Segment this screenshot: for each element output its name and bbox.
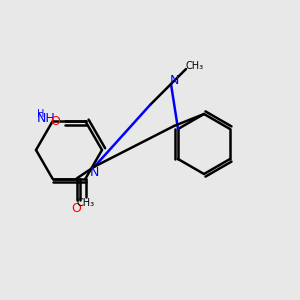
Text: O: O [51,115,60,128]
Text: CH₃: CH₃ [76,198,94,208]
Text: N: N [169,74,179,88]
Text: NH: NH [37,112,56,125]
Text: N: N [90,166,99,179]
Text: H: H [37,109,44,119]
Text: CH₃: CH₃ [186,61,204,71]
Text: O: O [72,202,81,215]
